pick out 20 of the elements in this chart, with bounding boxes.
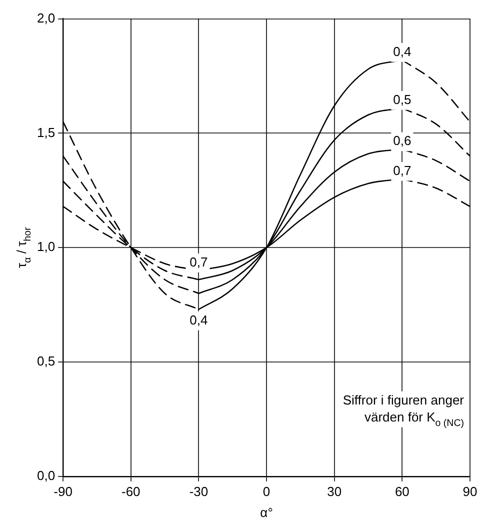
y-tick-label: 0,0	[36, 468, 56, 483]
series-label: 0,5	[393, 92, 412, 108]
y-tick-label: 1,0	[36, 239, 56, 254]
x-tick-label: 30	[327, 484, 342, 499]
series-label: 0,7	[190, 254, 208, 270]
series-label: 0,4	[393, 44, 412, 59]
x-tick-label: -30	[189, 484, 208, 499]
series-label: 0,7	[393, 162, 412, 178]
y-tick-label: 2,0	[36, 10, 56, 26]
x-tick-label: 0	[262, 484, 270, 499]
y-tick-label: 0,5	[36, 354, 56, 369]
x-tick-label: -90	[54, 484, 72, 499]
x-axis-title: α°	[260, 505, 273, 520]
x-tick-label: -60	[121, 484, 140, 499]
x-tick-label: 90	[462, 484, 478, 499]
y-tick-label: 1,5	[36, 124, 56, 140]
x-tick-label: 60	[394, 484, 410, 499]
y-axis-title: τα / τhor	[14, 226, 34, 268]
series-label: 0,6	[393, 133, 412, 148]
series-label: 0,4	[190, 312, 208, 328]
